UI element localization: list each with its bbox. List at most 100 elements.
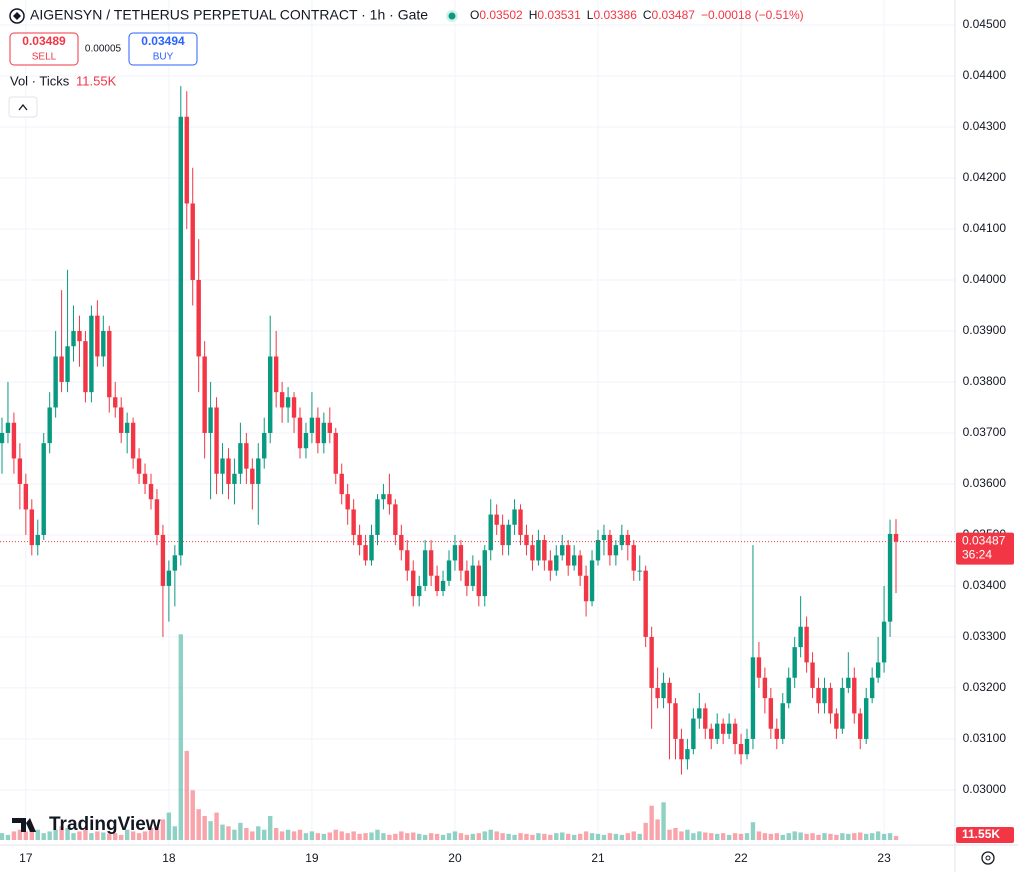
volume-bar <box>5 834 11 840</box>
candle-body <box>852 677 857 714</box>
candle-body <box>560 545 565 556</box>
volume-bar <box>458 833 464 840</box>
volume-bar <box>852 833 857 840</box>
y-tick-label: 0.04400 <box>963 68 1007 82</box>
candle-body <box>691 718 696 750</box>
volume-bar <box>405 833 410 840</box>
candle-body <box>875 662 881 678</box>
volume-bar <box>172 826 178 840</box>
x-tick-label: 23 <box>877 851 891 865</box>
settings-icon[interactable] <box>981 851 995 865</box>
candle-body <box>649 636 654 688</box>
buy-button[interactable] <box>128 32 198 66</box>
collapse-button[interactable] <box>8 96 38 118</box>
sell-button[interactable] <box>9 32 79 66</box>
ohlc-key: H <box>529 8 538 22</box>
candle-body <box>35 534 40 546</box>
candle-body <box>190 203 195 280</box>
volume-bar <box>136 833 142 840</box>
candle-body <box>697 708 702 719</box>
candle-body <box>417 585 422 597</box>
volume-bar <box>411 832 416 840</box>
candle-body <box>607 534 613 556</box>
candle-body <box>750 657 756 739</box>
volume-bar <box>41 833 46 840</box>
candle-body <box>59 356 64 382</box>
candle-body <box>411 570 416 597</box>
y-tick-label: 0.03900 <box>963 323 1007 337</box>
y-tick-label: 0.03000 <box>963 782 1007 796</box>
y-tick-label: 0.03700 <box>963 425 1007 439</box>
volume-bar <box>643 822 648 840</box>
volume-bar <box>869 833 875 840</box>
volume-bar <box>291 831 297 840</box>
candle-body <box>333 432 338 474</box>
candle-body <box>583 575 589 602</box>
x-tick-label: 21 <box>591 851 605 865</box>
ohlc-value: 0.03487 <box>652 8 696 22</box>
volume-bar <box>881 833 887 840</box>
volume-bar <box>244 828 249 840</box>
candle-body <box>238 443 243 474</box>
candle-body <box>11 422 17 459</box>
candle-body <box>512 509 517 525</box>
candle-body <box>613 545 619 556</box>
candle-body <box>124 422 130 433</box>
volume-bar <box>661 802 666 840</box>
volume-bar <box>232 829 237 840</box>
candle-body <box>768 698 774 729</box>
volume-bar <box>673 828 678 840</box>
volume-bar <box>184 750 189 840</box>
volume-tag-label: 11.55K <box>962 827 1000 841</box>
candle-body <box>357 534 362 546</box>
sell-label: SELL <box>32 52 57 63</box>
candle-body <box>446 560 452 581</box>
volume-bar <box>65 828 70 840</box>
chart-title[interactable]: AIGENSYN / TETHERUS PERPETUAL CONTRACT ·… <box>30 7 428 23</box>
candle-body <box>476 565 481 597</box>
candle-body <box>273 356 279 393</box>
volume-bar <box>858 832 863 840</box>
volume-bar <box>190 790 195 840</box>
volume-bar <box>178 634 183 840</box>
candle-body <box>89 315 94 393</box>
volume-bar <box>542 833 547 840</box>
x-tick-label: 19 <box>305 851 319 865</box>
candle-body <box>726 723 732 734</box>
candle-body <box>148 483 154 500</box>
volume-bar <box>524 833 529 840</box>
volume-bar <box>577 833 583 840</box>
volume-bar <box>607 833 613 840</box>
candle-body <box>279 392 285 408</box>
volume-bar <box>309 831 315 840</box>
candle-body <box>637 570 642 572</box>
candle-body <box>887 533 893 622</box>
y-tick-label: 0.03800 <box>963 374 1007 388</box>
volume-bar <box>786 833 791 840</box>
volume-bar <box>53 829 58 840</box>
ohlc-legend: O0.03502 H0.03531 L0.03386 C0.03487 −0.00018… <box>470 8 804 22</box>
last-price-tag <box>956 532 1014 565</box>
y-tick-label: 0.03400 <box>963 578 1007 592</box>
candle-body <box>309 417 315 433</box>
candle-body <box>440 580 446 592</box>
ohlc-value: 0.03502 <box>479 8 523 22</box>
volume-legend-value: 11.55K <box>76 73 117 88</box>
candle-body <box>840 687 845 729</box>
candle-body <box>428 550 434 576</box>
candle-body <box>23 483 29 510</box>
volume-bar <box>512 834 517 840</box>
volume-bar <box>834 834 839 840</box>
candle-body <box>530 545 535 561</box>
candle-body <box>291 397 297 418</box>
candle-body <box>41 443 46 535</box>
volume-bar <box>804 833 809 840</box>
volume-bar <box>77 831 82 840</box>
volume-bar <box>23 831 29 840</box>
volume-bar <box>35 829 40 840</box>
volume-bar <box>0 833 5 840</box>
candle-body <box>5 422 11 433</box>
candle-body <box>303 432 309 449</box>
volume-bar <box>256 826 261 840</box>
